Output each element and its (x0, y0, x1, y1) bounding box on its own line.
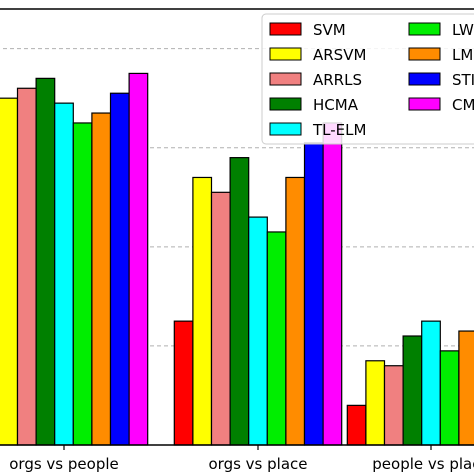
legend-swatch-svm (269, 22, 302, 36)
x-tick-labels: orgs vs people orgs vs place people vs pla… (9, 455, 474, 473)
bar-cm-2 (322, 122, 343, 446)
legend: SVM ARSVM ARRLS HCMA TL-ELM LW LM STI CM (261, 13, 474, 145)
legend-swatch-hcma (269, 97, 302, 111)
bar-lm-2 (285, 176, 306, 446)
bar-lm-3 (458, 330, 474, 446)
bar-lw-1 (72, 122, 93, 446)
legend-box (261, 13, 474, 145)
bar-arrls-3 (383, 365, 404, 446)
bar-hcma-1 (35, 77, 56, 446)
legend-swatch-arsvm (269, 47, 302, 61)
legend-label-sti: STI (452, 71, 474, 89)
legend-label-tl-elm: TL-ELM (312, 121, 366, 139)
legend-label-arsvm: ARSVM (313, 46, 366, 64)
bar-arsvm-1 (0, 97, 19, 446)
bars (0, 72, 474, 446)
axes (0, 8, 474, 450)
legend-label-cm: CM (452, 96, 474, 114)
legend-label-svm: SVM (313, 21, 346, 39)
legend-swatch-arrls (269, 72, 302, 86)
bar-lw-2 (266, 231, 287, 446)
bar-tl-elm-2 (248, 216, 268, 446)
bar-cm-1 (128, 72, 149, 446)
x-tick-label: people vs place (372, 455, 474, 473)
legend-swatch-tl-elm (269, 122, 302, 136)
legend-swatch-lm (408, 47, 441, 61)
legend-label-lw: LW (452, 21, 474, 39)
legend-swatch-lw (408, 22, 441, 36)
x-tick-label: orgs vs people (9, 455, 119, 473)
x-tick-label: orgs vs place (208, 455, 307, 473)
bar-lm-1 (91, 112, 112, 446)
legend-swatch-sti (408, 72, 441, 86)
bar-svm-3 (346, 404, 367, 446)
bar-lw-3 (439, 350, 460, 446)
bar-tl-elm-3 (421, 320, 441, 446)
legend-swatch-cm (408, 97, 441, 111)
bar-arsvm-2 (192, 176, 213, 446)
legend-label-arrls: ARRLS (313, 71, 362, 89)
legend-label-lm: LM (452, 46, 473, 64)
bar-arrls-1 (16, 87, 37, 446)
bar-tl-elm-1 (54, 102, 74, 446)
bar-hcma-2 (229, 157, 250, 446)
bar-hcma-3 (402, 335, 423, 446)
bar-arsvm-3 (365, 360, 386, 446)
bar-svm-2 (173, 320, 194, 446)
bar-sti-1 (109, 92, 130, 446)
legend-label-hcma: HCMA (313, 96, 359, 114)
bar-arrls-2 (210, 191, 231, 446)
bar-sti-2 (303, 142, 324, 446)
